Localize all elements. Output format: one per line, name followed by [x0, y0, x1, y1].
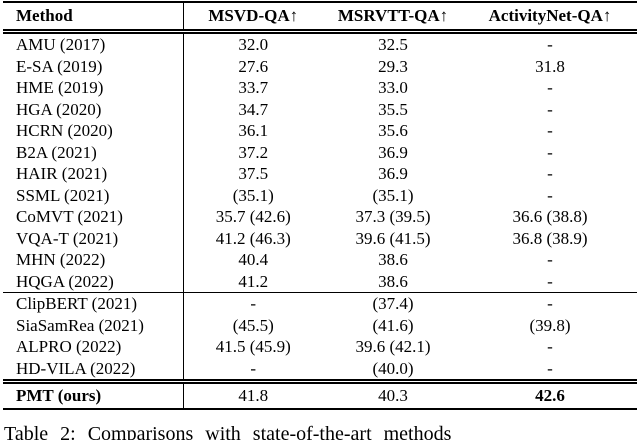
- table-row: AMU (2017) 32.0 32.5 -: [3, 31, 637, 56]
- method-cell: HME (2019): [3, 77, 184, 99]
- value-cell: 40.4: [238, 250, 269, 269]
- value-cell: 35.5: [378, 99, 408, 119]
- value-cell: 36.1: [238, 121, 269, 140]
- value-cell: -: [547, 35, 553, 54]
- method-cell: ClipBERT (2021): [3, 292, 184, 315]
- value-cell: -: [547, 99, 553, 119]
- method-cell: PMT (ours): [3, 379, 184, 410]
- value-cell: 40.3: [323, 379, 463, 410]
- method-cell: ALPRO (2022): [3, 336, 184, 358]
- table-row: B2A (2021) 37.2 36.9 -: [3, 141, 637, 163]
- method-cell: SSML (2021): [3, 184, 184, 206]
- value-cell: 41.2 (46.3): [215, 228, 291, 248]
- table-row: HAIR (2021) 37.5 36.9 -: [3, 163, 637, 185]
- table-row: ALPRO (2022) 41.5 (45.9) 39.6 (42.1) -: [3, 336, 637, 358]
- table-row: HCRN (2020) 36.1 35.6 -: [3, 120, 637, 142]
- value-cell: -: [547, 142, 553, 162]
- method-cell: HAIR (2021): [3, 163, 184, 185]
- value-cell: 27.6: [238, 56, 269, 76]
- value-cell: (45.5): [232, 315, 274, 335]
- table-row: PMT (ours) 41.8 40.3 42.6: [3, 379, 637, 410]
- method-cell: AMU (2017): [3, 31, 184, 56]
- value-cell: -: [547, 337, 553, 356]
- col-header-msrvtt-qa: MSRVTT-QA↑: [323, 1, 463, 34]
- value-cell: (41.6): [372, 315, 414, 335]
- value-cell: 35.6: [378, 121, 408, 140]
- table-row: CoMVT (2021) 35.7 (42.6) 37.3 (39.5) 36.6 (…: [3, 206, 637, 228]
- value-cell: (40.0): [372, 358, 414, 378]
- col-header-msvd-qa: MSVD-QA↑: [183, 1, 323, 34]
- value-cell: 31.8: [535, 56, 565, 76]
- method-cell: E-SA (2019): [3, 55, 184, 77]
- method-cell: HCRN (2020): [3, 120, 184, 142]
- table-group-ours: PMT (ours) 41.8 40.3 42.6: [3, 379, 637, 410]
- method-cell: CoMVT (2021): [3, 206, 184, 228]
- value-cell: -: [547, 250, 553, 269]
- value-cell: 36.6 (38.8): [512, 207, 588, 226]
- table-row: ClipBERT (2021) - (37.4) -: [3, 292, 637, 315]
- value-cell: 38.6: [378, 250, 408, 269]
- value-cell: 29.3: [378, 56, 408, 76]
- method-cell: VQA-T (2021): [3, 227, 184, 249]
- col-header-method: Method: [3, 1, 184, 34]
- value-cell: 33.7: [238, 78, 269, 97]
- table-row: SSML (2021) (35.1) (35.1) -: [3, 184, 637, 206]
- value-cell: 41.2: [183, 270, 323, 293]
- table-row: SiaSamRea (2021) (45.5) (41.6) (39.8): [3, 314, 637, 336]
- value-cell: -: [250, 294, 257, 313]
- value-cell: -: [547, 78, 553, 97]
- method-cell: HGA (2020): [3, 98, 184, 120]
- table-row: MHN (2022) 40.4 38.6 -: [3, 249, 637, 271]
- results-table: Method MSVD-QA↑ MSRVTT-QA↑ ActivityNet-Q…: [3, 1, 637, 410]
- value-cell: 36.8 (38.9): [512, 228, 588, 248]
- table-row: HGA (2020) 34.7 35.5 -: [3, 98, 637, 120]
- table-row: HME (2019) 33.7 33.0 -: [3, 77, 637, 99]
- value-cell: -: [547, 164, 553, 183]
- value-cell: -: [547, 185, 553, 205]
- table-group-pretrained: ClipBERT (2021) - (37.4) - SiaSamRea (2021) (…: [3, 292, 637, 382]
- table-caption: Table 2: Comparisons with state-of-the-a…: [4, 423, 452, 440]
- value-cell: 38.6: [323, 270, 463, 293]
- value-cell: 37.2: [238, 142, 269, 162]
- table-row: E-SA (2019) 27.6 29.3 31.8: [3, 55, 637, 77]
- method-cell: MHN (2022): [3, 249, 184, 271]
- table-group-standard: AMU (2017) 32.0 32.5 - E-SA (2019) 27.6 29.3 31…: [3, 31, 637, 293]
- table-row: HQGA (2022) 41.2 38.6-: [3, 270, 637, 293]
- table-row: VQA-T (2021) 41.2 (46.3) 39.6 (41.5) 36.8 (…: [3, 227, 637, 249]
- value-cell: 37.3 (39.5): [355, 207, 431, 226]
- value-cell: 34.7: [238, 99, 269, 119]
- method-cell: B2A (2021): [3, 141, 184, 163]
- value-cell: 33.0: [378, 78, 408, 97]
- value-cell: 41.5 (45.9): [215, 337, 291, 356]
- col-header-activitynet-qa: ActivityNet-QA↑: [463, 1, 637, 34]
- value-cell: -: [547, 294, 553, 313]
- value-cell: -: [547, 121, 553, 140]
- value-cell: 41.8: [183, 379, 323, 410]
- method-cell: HD-VILA (2022): [3, 357, 184, 382]
- value-cell: 42.6: [463, 379, 637, 410]
- value-cell: (39.8): [529, 315, 571, 335]
- value-cell: 39.6 (42.1): [355, 337, 431, 356]
- value-cell: 36.9: [378, 164, 408, 183]
- value-cell: (35.1): [372, 185, 414, 205]
- method-cell: HQGA (2022): [3, 270, 184, 293]
- value-cell: 39.6 (41.5): [355, 228, 431, 248]
- value-cell: 37.5: [238, 164, 269, 183]
- method-cell: SiaSamRea (2021): [3, 314, 184, 336]
- value-cell: 36.9: [378, 142, 408, 162]
- value-cell: (35.1): [232, 185, 274, 205]
- table-row: HD-VILA (2022) - (40.0) -: [3, 357, 637, 382]
- value-cell: 35.7 (42.6): [215, 207, 291, 226]
- header-row: Method MSVD-QA↑ MSRVTT-QA↑ ActivityNet-Q…: [3, 1, 637, 34]
- value-cell: 32.0: [238, 35, 269, 54]
- value-cell: 32.5: [378, 35, 408, 54]
- table-header: Method MSVD-QA↑ MSRVTT-QA↑ ActivityNet-Q…: [3, 1, 637, 34]
- value-cell: -: [250, 358, 257, 378]
- value-cell: -: [547, 358, 553, 378]
- value-cell: -: [463, 270, 637, 293]
- value-cell: (37.4): [372, 294, 414, 313]
